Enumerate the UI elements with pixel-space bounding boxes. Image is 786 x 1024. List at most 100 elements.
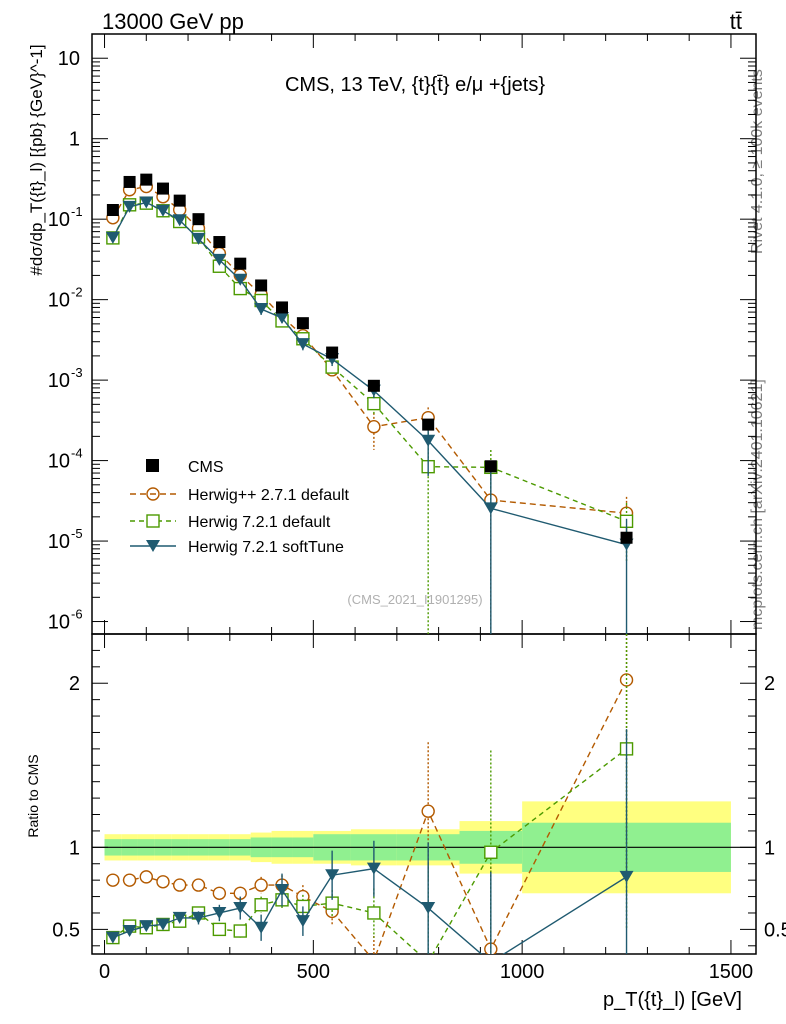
x-tick-label: 500 [297, 961, 330, 983]
y-tick-label: 10 [48, 451, 70, 473]
ratio-tick-label-right: 1 [764, 837, 775, 859]
legend-marker-herwig7-default [146, 514, 160, 528]
cms-data-point [255, 279, 268, 292]
cms-data-point [173, 194, 186, 207]
data-point [156, 875, 170, 889]
process-label: tt̄ [730, 9, 742, 34]
ratio-tick-label: 0.5 [52, 919, 80, 941]
data-point [106, 873, 120, 887]
data-point [191, 878, 206, 892]
ratio-tick-label: 2 [69, 673, 80, 695]
y-tick-exponent: -4 [71, 446, 83, 461]
analysis-watermark: (CMS_2021_I1901295) [347, 592, 482, 607]
data-point [367, 906, 381, 920]
data-point [122, 925, 137, 938]
data-point [139, 920, 154, 933]
cms-data-point [106, 204, 119, 217]
legend-label-herwigpp: Herwig++ 2.7.1 default [188, 487, 350, 504]
cms-data-point [140, 173, 153, 186]
data-point [254, 303, 269, 316]
ratio-tick-label-right: 2 [764, 673, 775, 695]
legend-label-cms: CMS [188, 459, 224, 476]
data-point [155, 204, 170, 217]
y-tick-exponent: -1 [71, 204, 83, 219]
y-tick-label: 10 [48, 531, 70, 553]
cms-data-point [296, 317, 309, 330]
x-tick-label: 1000 [500, 961, 545, 983]
data-point [212, 906, 227, 919]
ratio-series-line [112, 867, 627, 954]
source-label: mcplots.cern.ch [arXiv:2401.10621] [749, 379, 766, 630]
x-tick-label: 0 [99, 961, 110, 983]
data-point [483, 502, 498, 515]
data-point [484, 845, 498, 859]
data-point [275, 884, 290, 896]
y-tick-label: 1 [69, 129, 80, 151]
data-point [212, 886, 227, 900]
data-point [233, 273, 248, 286]
ratio-series-line [112, 679, 628, 954]
data-point [172, 878, 187, 892]
data-point [421, 804, 435, 818]
legend-label-herwig7-default: Herwig 7.2.1 default [188, 514, 331, 531]
cms-data-point [276, 301, 289, 314]
data-point [191, 232, 206, 245]
cms-data-point [367, 379, 380, 392]
series-line [112, 201, 627, 546]
data-point [139, 196, 154, 209]
data-point [172, 911, 187, 924]
cms-data-point [484, 460, 497, 473]
data-point [421, 902, 436, 915]
data-point [254, 898, 268, 912]
data-point [254, 921, 269, 934]
energy-label: 13000 GeV pp [102, 9, 244, 34]
data-point [191, 911, 206, 924]
cms-data-point [123, 175, 136, 188]
y-tick-exponent: -3 [71, 365, 83, 380]
legend-label-herwig7-softtune: Herwig 7.2.1 softTune [188, 539, 344, 556]
data-point [275, 311, 290, 324]
cms-data-point [213, 236, 226, 249]
data-point [105, 931, 120, 944]
data-point [295, 915, 310, 928]
rivet-version-label: Rivet 4.1.0, ≥ 100k events [749, 69, 766, 254]
data-point [295, 338, 310, 351]
data-point [325, 869, 340, 882]
cms-data-point [620, 531, 633, 544]
data-point [155, 918, 170, 931]
y-tick-exponent: -6 [71, 607, 83, 622]
ratio-plot-frame [91, 633, 757, 955]
data-point [122, 200, 137, 213]
data-point [619, 870, 634, 883]
x-tick-label: 1500 [709, 961, 754, 983]
y-tick-label: 10 [48, 612, 70, 634]
data-point [367, 420, 381, 434]
ratio-series-group [105, 634, 634, 954]
cms-data-point [192, 213, 205, 226]
data-point [233, 924, 247, 938]
plot-title: CMS, 13 TeV, {t}{t̄} e/μ +{jets} [285, 74, 545, 96]
y-tick-label: 10 [48, 290, 70, 312]
legend-marker-cms [146, 459, 159, 472]
y-tick-exponent: -5 [71, 526, 83, 541]
data-point [233, 902, 248, 915]
cms-data-point [156, 182, 169, 195]
legend-marker-herwigpp [146, 487, 160, 501]
data-point [105, 231, 120, 244]
ratio-axis-label: Ratio to CMS [25, 754, 41, 837]
data-point [254, 878, 268, 892]
main-series-group [105, 173, 634, 634]
cms-data-point [326, 346, 339, 359]
y-tick-exponent: -2 [71, 285, 83, 300]
data-point [366, 862, 381, 875]
data-point [421, 434, 436, 447]
data-point [139, 870, 153, 884]
data-point [122, 873, 137, 887]
ratio-tick-label-right: 0.5 [764, 919, 786, 941]
y-tick-label: 10 [48, 370, 70, 392]
legend-marker-herwig7-softtune [146, 540, 160, 552]
data-point [212, 253, 227, 266]
x-axis-label: p_T({t}_l) [GeV] [603, 989, 742, 1011]
data-point [367, 396, 381, 411]
